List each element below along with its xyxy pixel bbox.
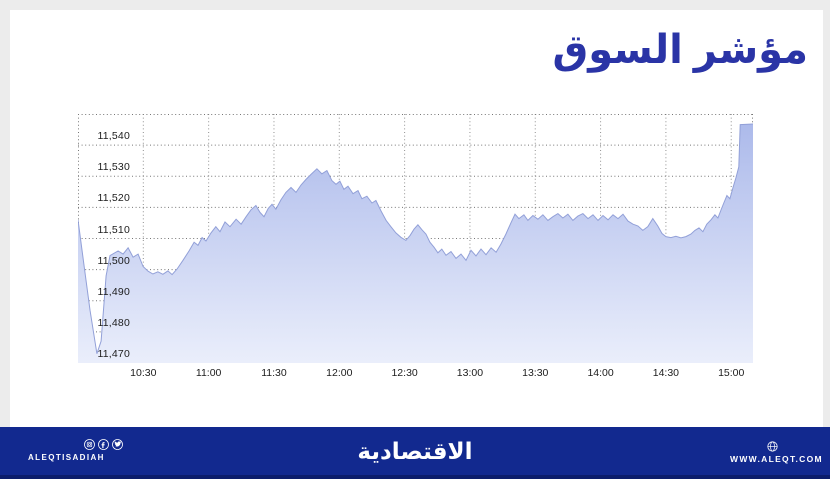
x-axis-label: 12:30 xyxy=(391,367,418,379)
y-axis-label: 11,470 xyxy=(97,348,130,360)
brand-logo: الاقتصادية xyxy=(357,438,473,464)
index-line xyxy=(78,123,753,354)
y-axis-label: 11,540 xyxy=(97,130,130,143)
y-axis-label: 11,480 xyxy=(97,316,130,329)
x-axis-label: 15:00 xyxy=(718,367,745,379)
chart-canvas xyxy=(78,114,753,363)
y-axis-label: 11,500 xyxy=(97,254,130,267)
page-title: مؤشر السوق xyxy=(552,28,808,72)
x-axis-label: 14:30 xyxy=(652,367,680,379)
website-url[interactable]: WWW.ALEQT.COM xyxy=(730,454,823,464)
y-axis-label: 11,530 xyxy=(97,161,130,174)
x-axis-label: 13:00 xyxy=(456,367,484,379)
x-axis-label: 12:00 xyxy=(326,367,353,379)
chart-card: مؤشر السوق 11,470 11,480 11,490 11,500 11,51… xyxy=(10,10,823,427)
brand-name: ALEQTISADIAH xyxy=(28,453,105,462)
globe-icon xyxy=(767,439,778,452)
x-axis-label: 11:00 xyxy=(195,367,222,379)
index-area-fill xyxy=(78,124,753,363)
instagram-icon[interactable] xyxy=(84,437,95,450)
x-axis-label: 13:30 xyxy=(522,367,549,379)
footer-strip xyxy=(0,475,830,479)
market-index-chart: 11,470 11,480 11,490 11,500 11,510 11,520 11,5… xyxy=(78,114,753,363)
x-axis: 10:30 11:00 11:30 12:00 12:30 13:00 13:30 14:00… xyxy=(78,367,753,383)
x-axis-label: 11:30 xyxy=(261,367,287,379)
x-axis-label: 10:30 xyxy=(130,367,157,379)
social-icons xyxy=(84,437,123,450)
y-axis-label: 11,520 xyxy=(97,192,130,205)
y-axis-label: 11,490 xyxy=(97,285,130,298)
y-axis-label: 11,510 xyxy=(97,223,130,236)
x-axis-label: 14:00 xyxy=(587,367,614,379)
footer-bar: ALEQTISADIAH الاقتصادية WWW.ALEQT.COM xyxy=(0,427,830,479)
facebook-icon[interactable] xyxy=(98,437,109,450)
twitter-icon[interactable] xyxy=(112,437,123,450)
